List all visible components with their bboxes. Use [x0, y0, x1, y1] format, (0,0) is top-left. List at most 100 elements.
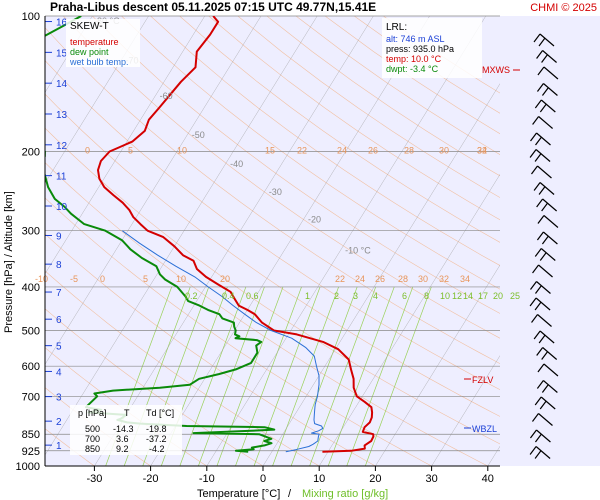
- wind-barb-feather: [539, 252, 547, 261]
- mixing-label-200: 0: [85, 145, 90, 155]
- mixing-label-400b: 4: [373, 291, 378, 301]
- wind-barb-feather: [534, 433, 542, 443]
- legend-wetbulb: wet bulb temp.: [69, 57, 129, 67]
- wind-barb-staff: [542, 380, 558, 393]
- wind-barb-feather: [538, 334, 546, 344]
- wind-barb: [529, 429, 551, 443]
- wind-barb-feather: [532, 116, 540, 125]
- wind-barb-staff: [536, 132, 551, 146]
- wind-barb-feather: [537, 215, 545, 224]
- mixing-label-400a: 20: [220, 274, 230, 284]
- lrl-title: LRL:: [386, 22, 407, 33]
- wind-barb: [529, 149, 551, 162]
- altitude-tick-label: 9: [56, 231, 62, 242]
- isotherm-line: [375, 264, 500, 466]
- wind-barb: [533, 330, 555, 344]
- wind-barb-feather: [537, 363, 545, 373]
- isotherm-line: [94, 16, 374, 466]
- isotherm-line: [206, 16, 487, 466]
- isotherm-line: [262, 83, 500, 466]
- dry-adiabat: [121, 16, 500, 290]
- wind-barb-feather: [532, 264, 540, 274]
- wind-barb: [536, 83, 558, 96]
- lrl-alt: alt: 746 m ASL: [386, 34, 445, 44]
- isotherm-line: [318, 173, 500, 466]
- wind-barb-feather: [541, 54, 549, 63]
- dry-adiabat: [92, 16, 500, 314]
- wind-barb-feather: [536, 380, 544, 389]
- mixing-label-400a: -10: [35, 274, 48, 284]
- isotherm-label: -30: [269, 187, 282, 197]
- altitude-tick-label: 12: [56, 141, 68, 152]
- chart-title: Praha-Libus descent 05.11.2025 07:15 UTC…: [50, 0, 376, 14]
- x-tick-label: -30: [86, 473, 102, 485]
- wind-barb: [536, 50, 557, 63]
- wind-barb-feather: [534, 450, 542, 459]
- mixing-label-400b: 2: [334, 291, 339, 301]
- wind-barb-feather: [539, 400, 547, 410]
- x-tick-label: -20: [143, 473, 159, 485]
- mixing-label-200: 34: [477, 145, 487, 155]
- legend-box: [66, 19, 140, 67]
- mixing-label-400a: 28: [398, 274, 408, 284]
- levels-row-p: 500: [85, 424, 100, 434]
- wind-barb-feather: [533, 182, 541, 191]
- lrl-dwpt: dwpt: -3.4 °C: [386, 64, 439, 74]
- mixing-label-400a: 34: [460, 274, 470, 284]
- mixing-label-200: 22: [297, 145, 307, 155]
- lrl-press: press: 935.0 hPa: [386, 44, 454, 54]
- mixing-label-400a: 5: [143, 274, 148, 284]
- wind-barb-feather: [529, 149, 537, 158]
- series-temperature-line: [97, 16, 375, 453]
- wind-barb-staff: [538, 413, 553, 426]
- wind-barb: [533, 33, 555, 47]
- altitude-tick-label: 2: [56, 417, 62, 428]
- levels-row-t: -14.3: [113, 424, 134, 434]
- mixing-label-400b: 1: [305, 291, 310, 301]
- wind-barb-staff: [540, 396, 556, 410]
- wind-barb-staff: [540, 248, 556, 261]
- wind-barb-staff: [543, 231, 558, 245]
- series-wet-bulb-temp-line: [122, 230, 324, 453]
- wind-barb: [536, 198, 558, 212]
- wind-barb-feather: [541, 87, 549, 96]
- wind-barb-feather: [530, 165, 538, 175]
- levels-row-p: 850: [85, 444, 100, 454]
- isotherm-line: [45, 16, 206, 275]
- dry-adiabat: [179, 16, 500, 243]
- wind-barb: [529, 446, 551, 459]
- mixing-label-400b: 12: [452, 291, 462, 301]
- mixing-label-400b: 0.2: [185, 291, 198, 301]
- legend-dewpoint: dew point: [70, 47, 109, 57]
- dry-adiabat: [45, 93, 500, 417]
- mixing-label-400b: 0.4: [222, 291, 235, 301]
- isotherm-line: [431, 355, 500, 466]
- wind-barb-staff: [539, 33, 555, 47]
- wind-barb: [532, 116, 553, 129]
- wind-barb-feather: [534, 248, 542, 257]
- altitude-tick-label: 10: [56, 202, 68, 213]
- altitude-tick-label: 16: [56, 18, 68, 29]
- lrl-box: [382, 18, 482, 78]
- wind-barb-feather: [535, 285, 542, 294]
- series-dew-point-line: [45, 16, 276, 453]
- wind-barb-feather: [536, 83, 544, 92]
- wind-barb-feather: [541, 202, 549, 212]
- wind-barb-feather: [529, 429, 537, 439]
- x-tick-label: 20: [369, 473, 381, 485]
- wind-barb: [531, 314, 552, 327]
- mixing-label-400a: 26: [375, 274, 385, 284]
- dry-adiabat: [150, 16, 500, 266]
- mixing-ratio-line: [309, 286, 377, 466]
- mixing-label-400a: 22: [335, 274, 345, 284]
- wind-barb-staff: [535, 149, 551, 162]
- dry-adiabat: [45, 60, 500, 391]
- wind-barb: [530, 281, 551, 294]
- mixing-ratio-line: [346, 286, 414, 466]
- x-tick-label: -10: [199, 473, 215, 485]
- mixing-label-200: 15: [265, 145, 275, 155]
- x-tick-label: 0: [260, 473, 266, 485]
- isotherm-label: -40: [230, 159, 243, 169]
- mixing-label-400b: 14: [463, 291, 473, 301]
